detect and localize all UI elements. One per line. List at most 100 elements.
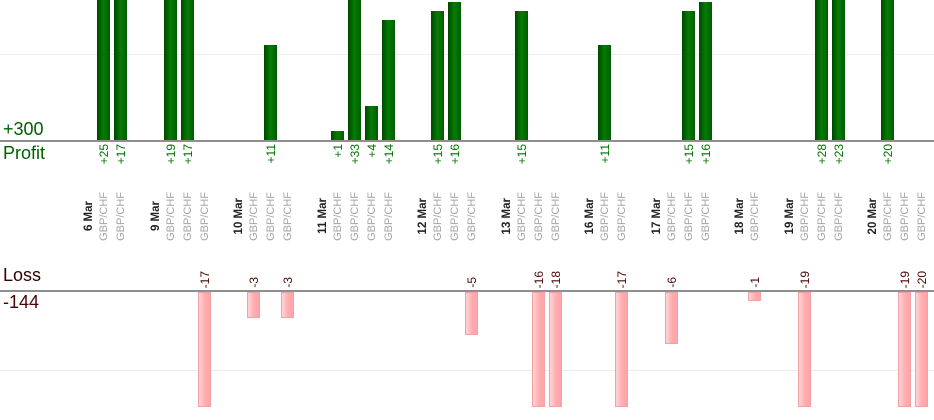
pair-label-cell: GBP/CHF bbox=[363, 185, 380, 247]
profit-value-cell: +25 bbox=[96, 144, 111, 184]
pair-label: GBP/CHF bbox=[665, 191, 678, 241]
date-label: 12 Mar bbox=[416, 197, 429, 235]
profit-bar bbox=[448, 2, 461, 140]
profit-value-label: +25 bbox=[96, 144, 111, 165]
profit-bar bbox=[181, 0, 194, 140]
pair-label-cell: GBP/CHF bbox=[196, 185, 213, 247]
pair-label: GBP/CHF bbox=[598, 191, 611, 241]
profit-value-label: +23 bbox=[831, 144, 846, 165]
pair-label-cell: GBP/CHF bbox=[680, 185, 697, 247]
profit-value-cell: +15 bbox=[515, 144, 529, 184]
date-label: 17 Mar bbox=[650, 197, 663, 235]
date-label: 9 Mar bbox=[149, 200, 162, 232]
loss-total: -144 bbox=[3, 292, 40, 312]
pair-label-cell: GBP/CHF bbox=[547, 185, 564, 247]
pair-label-cell: GBP/CHF bbox=[162, 185, 179, 247]
pair-label: GBP/CHF bbox=[181, 191, 194, 241]
pair-label-cell: GBP/CHF bbox=[697, 185, 714, 247]
profit-gridline bbox=[0, 54, 934, 55]
profit-total: +300 bbox=[3, 119, 44, 139]
profit-value-label: +1 bbox=[330, 144, 345, 158]
pair-label-cell: GBP/CHF bbox=[262, 185, 279, 247]
loss-value-label: -17 bbox=[614, 270, 629, 288]
loss-value-label: -3 bbox=[246, 277, 261, 288]
profit-value-label: +16 bbox=[447, 144, 462, 165]
loss-value-label: -20 bbox=[914, 270, 929, 288]
date-label: 19 Mar bbox=[783, 197, 796, 235]
loss-value-cell: -17 bbox=[198, 248, 212, 288]
loss-bar bbox=[915, 292, 928, 407]
pair-label-cell: GBP/CHF bbox=[346, 185, 363, 247]
pair-label-cell: GBP/CHF bbox=[896, 185, 913, 247]
loss-value-cell: -3 bbox=[246, 248, 261, 288]
day-group-10-mar: 10 Mar -3 GBP/CHF +11 GBP/CHF -3 GBP/CHF bbox=[230, 0, 298, 420]
pair-label: GBP/CHF bbox=[365, 191, 378, 241]
profit-value-cell: +4 bbox=[365, 144, 379, 184]
profit-bar bbox=[331, 131, 344, 140]
profit-axis-label: Profit bbox=[3, 143, 46, 163]
profit-value-cell: +19 bbox=[164, 144, 178, 184]
pair-label: GBP/CHF bbox=[465, 191, 478, 241]
pair-label: GBP/CHF bbox=[682, 191, 695, 241]
pair-label-cell: GBP/CHF bbox=[796, 185, 813, 247]
loss-value-cell: -20 bbox=[914, 248, 929, 288]
loss-value-cell: -3 bbox=[280, 248, 295, 288]
profit-value-label: +17 bbox=[113, 144, 128, 165]
pair-label-cell: GBP/CHF bbox=[513, 185, 530, 247]
date-label: 16 Mar bbox=[583, 197, 596, 235]
pair-label: GBP/CHF bbox=[431, 191, 444, 241]
day-group-9-mar: 9 Mar +19 GBP/CHF +17 GBP/CHF -17 GBP/CHF bbox=[147, 0, 215, 420]
pair-label: GBP/CHF bbox=[748, 191, 761, 241]
profit-value-label: +16 bbox=[698, 144, 713, 165]
profit-bar bbox=[431, 11, 444, 140]
loss-value-cell: -6 bbox=[665, 248, 679, 288]
loss-bar bbox=[532, 292, 545, 407]
profit-value-cell: +15 bbox=[430, 144, 445, 184]
pair-label-cell: GBP/CHF bbox=[613, 185, 630, 247]
profit-bar bbox=[114, 0, 127, 140]
loss-value-label: -19 bbox=[897, 270, 912, 288]
pair-label-cell: GBP/CHF bbox=[112, 185, 129, 247]
profit-bar bbox=[365, 106, 378, 140]
pair-label: GBP/CHF bbox=[114, 191, 127, 241]
loss-axis-line bbox=[0, 290, 934, 292]
loss-value-label: -3 bbox=[280, 277, 295, 288]
profit-value-label: +14 bbox=[381, 144, 396, 165]
pair-label: GBP/CHF bbox=[549, 191, 562, 241]
profit-value-cell: +14 bbox=[381, 144, 396, 184]
profit-bar bbox=[881, 0, 894, 140]
pair-label: GBP/CHF bbox=[815, 191, 828, 241]
pair-label: GBP/CHF bbox=[198, 191, 211, 241]
pair-label: GBP/CHF bbox=[532, 191, 545, 241]
date-label: 6 Mar bbox=[82, 200, 95, 232]
date-label: 10 Mar bbox=[232, 197, 245, 235]
day-group-17-mar: 17 Mar -6 GBP/CHF +15 GBP/CHF +16 GBP/CHF bbox=[648, 0, 716, 420]
pair-label-cell: GBP/CHF bbox=[813, 185, 830, 247]
pair-label-cell: GBP/CHF bbox=[913, 185, 930, 247]
loss-gridline bbox=[0, 370, 934, 371]
day-group-18-mar: 18 Mar -1 GBP/CHF bbox=[731, 0, 765, 420]
pair-label: GBP/CHF bbox=[348, 191, 361, 241]
pair-label: GBP/CHF bbox=[798, 191, 811, 241]
profit-value-label: +11 bbox=[597, 144, 612, 164]
profit-bar bbox=[382, 20, 395, 140]
loss-value-cell: -5 bbox=[465, 248, 479, 288]
profit-value-cell: +1 bbox=[330, 144, 345, 184]
loss-axis-label: Loss bbox=[3, 265, 42, 285]
pair-label-cell: GBP/CHF bbox=[879, 185, 896, 247]
day-group-12-mar: 12 Mar +15 GBP/CHF +16 GBP/CHF -5 GBP/CHF bbox=[414, 0, 482, 420]
profit-value-label: +20 bbox=[880, 144, 895, 165]
profit-value-cell: +17 bbox=[113, 144, 128, 184]
day-group-16-mar: 16 Mar +11 GBP/CHF -17 GBP/CHF bbox=[581, 0, 632, 420]
loss-value-cell: -16 bbox=[532, 248, 546, 288]
pair-label: GBP/CHF bbox=[615, 191, 628, 241]
profit-value-label: +15 bbox=[430, 144, 445, 165]
pair-label-cell: GBP/CHF bbox=[596, 185, 613, 247]
profit-value-cell: +16 bbox=[698, 144, 713, 184]
profit-bar bbox=[699, 2, 712, 140]
pair-label-cell: GBP/CHF bbox=[279, 185, 296, 247]
pair-label-cell: GBP/CHF bbox=[429, 185, 446, 247]
profit-value-label: +28 bbox=[814, 144, 829, 165]
profit-bar bbox=[97, 0, 110, 140]
